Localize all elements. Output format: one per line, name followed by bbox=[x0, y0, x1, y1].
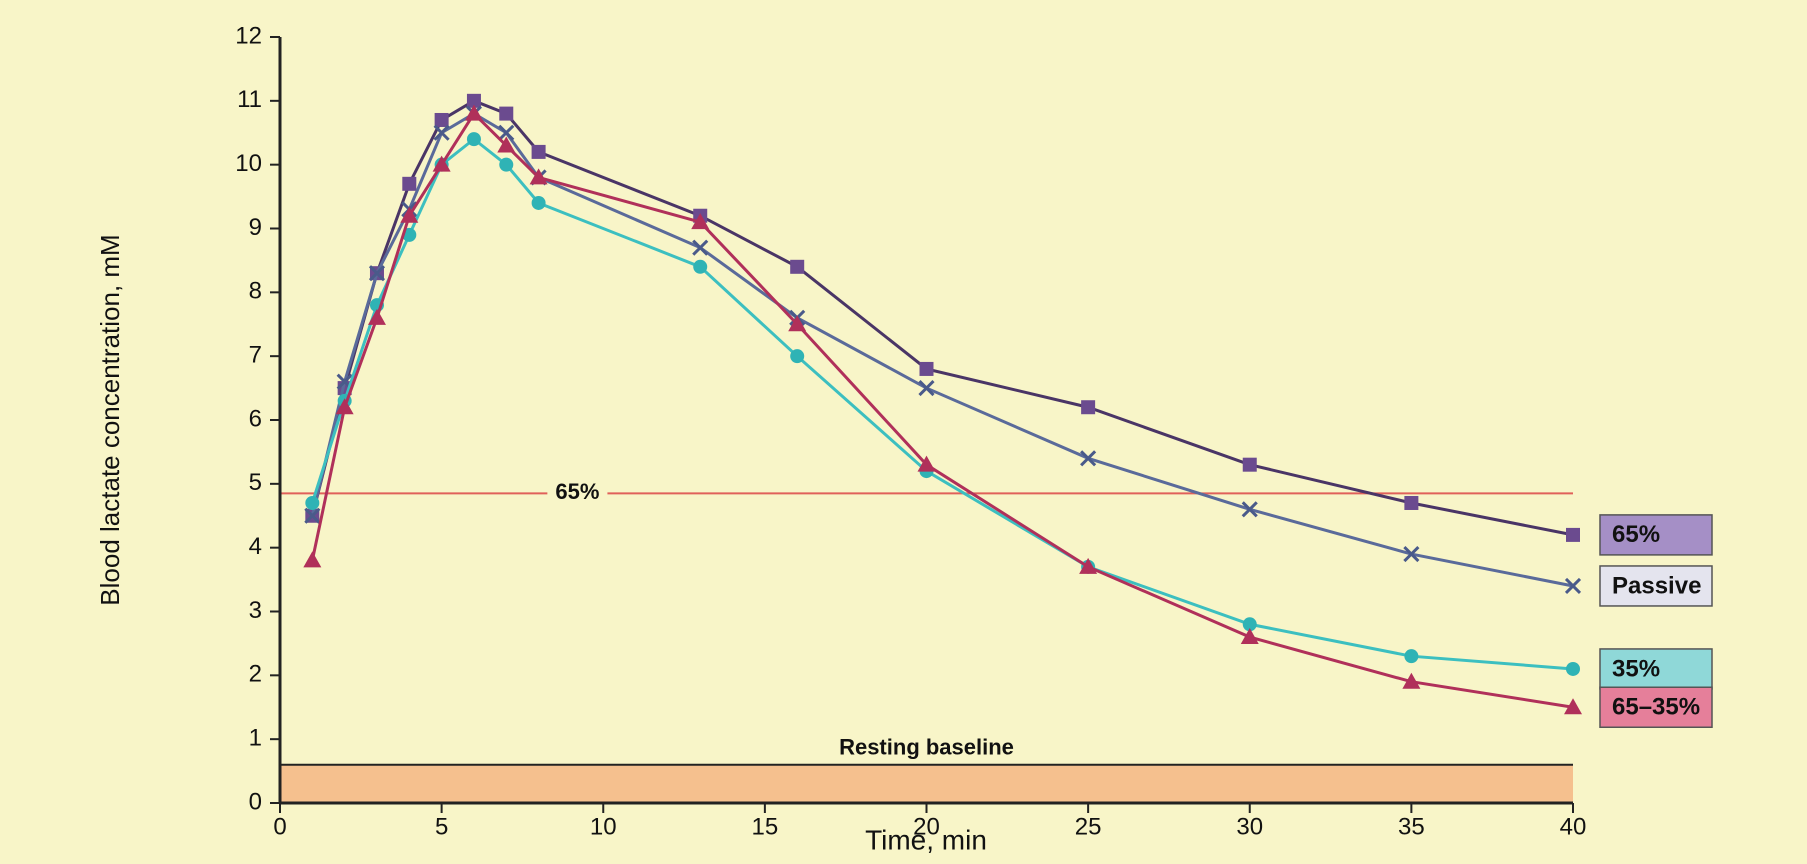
x-tick-label: 25 bbox=[1075, 813, 1102, 840]
marker bbox=[1243, 458, 1257, 472]
x-tick-label: 35 bbox=[1398, 813, 1425, 840]
y-tick-label: 9 bbox=[249, 214, 262, 241]
x-tick-label: 30 bbox=[1236, 813, 1263, 840]
y-tick-label: 2 bbox=[249, 661, 262, 688]
marker bbox=[532, 145, 546, 159]
y-tick-label: 7 bbox=[249, 342, 262, 369]
y-tick-label: 6 bbox=[249, 405, 262, 432]
y-tick-label: 11 bbox=[237, 86, 262, 113]
band-label: Resting baseline bbox=[839, 735, 1014, 760]
chart: Blood lactate concentration, mM Time, mi… bbox=[0, 0, 1807, 864]
y-tick-label: 1 bbox=[249, 725, 262, 752]
page: Blood lactate concentration, mM Time, mi… bbox=[0, 0, 1807, 864]
legend-label: 35% bbox=[1612, 655, 1660, 682]
legend-label: 65–35% bbox=[1612, 694, 1700, 721]
y-tick-label: 0 bbox=[249, 788, 262, 815]
y-tick-label: 8 bbox=[249, 278, 262, 305]
baseline-band bbox=[280, 765, 1573, 803]
marker bbox=[499, 158, 513, 172]
marker bbox=[305, 496, 319, 510]
x-tick-label: 10 bbox=[590, 813, 617, 840]
marker bbox=[402, 177, 416, 191]
marker bbox=[532, 196, 546, 210]
x-tick-label: 20 bbox=[913, 813, 940, 840]
marker bbox=[790, 260, 804, 274]
y-tick-label: 3 bbox=[249, 597, 262, 624]
y-tick-label: 12 bbox=[235, 22, 262, 49]
marker bbox=[1404, 649, 1418, 663]
y-tick-label: 4 bbox=[249, 533, 262, 560]
x-tick-label: 15 bbox=[752, 813, 779, 840]
marker bbox=[1566, 662, 1580, 676]
x-tick-label: 40 bbox=[1560, 813, 1587, 840]
marker bbox=[693, 260, 707, 274]
x-tick-label: 0 bbox=[273, 813, 286, 840]
y-tick-label: 10 bbox=[235, 150, 262, 177]
reference-label: 65% bbox=[555, 479, 599, 504]
marker bbox=[790, 349, 804, 363]
y-axis-label: Blood lactate concentration, mM bbox=[95, 234, 125, 605]
x-tick-label: 5 bbox=[435, 813, 448, 840]
marker bbox=[1566, 528, 1580, 542]
marker bbox=[499, 107, 513, 121]
marker bbox=[920, 362, 934, 376]
marker bbox=[1404, 496, 1418, 510]
y-tick-label: 5 bbox=[249, 469, 262, 496]
marker bbox=[467, 132, 481, 146]
legend-label: 65% bbox=[1612, 521, 1660, 548]
marker bbox=[1081, 400, 1095, 414]
legend-label: Passive bbox=[1612, 572, 1701, 599]
marker bbox=[435, 113, 449, 127]
